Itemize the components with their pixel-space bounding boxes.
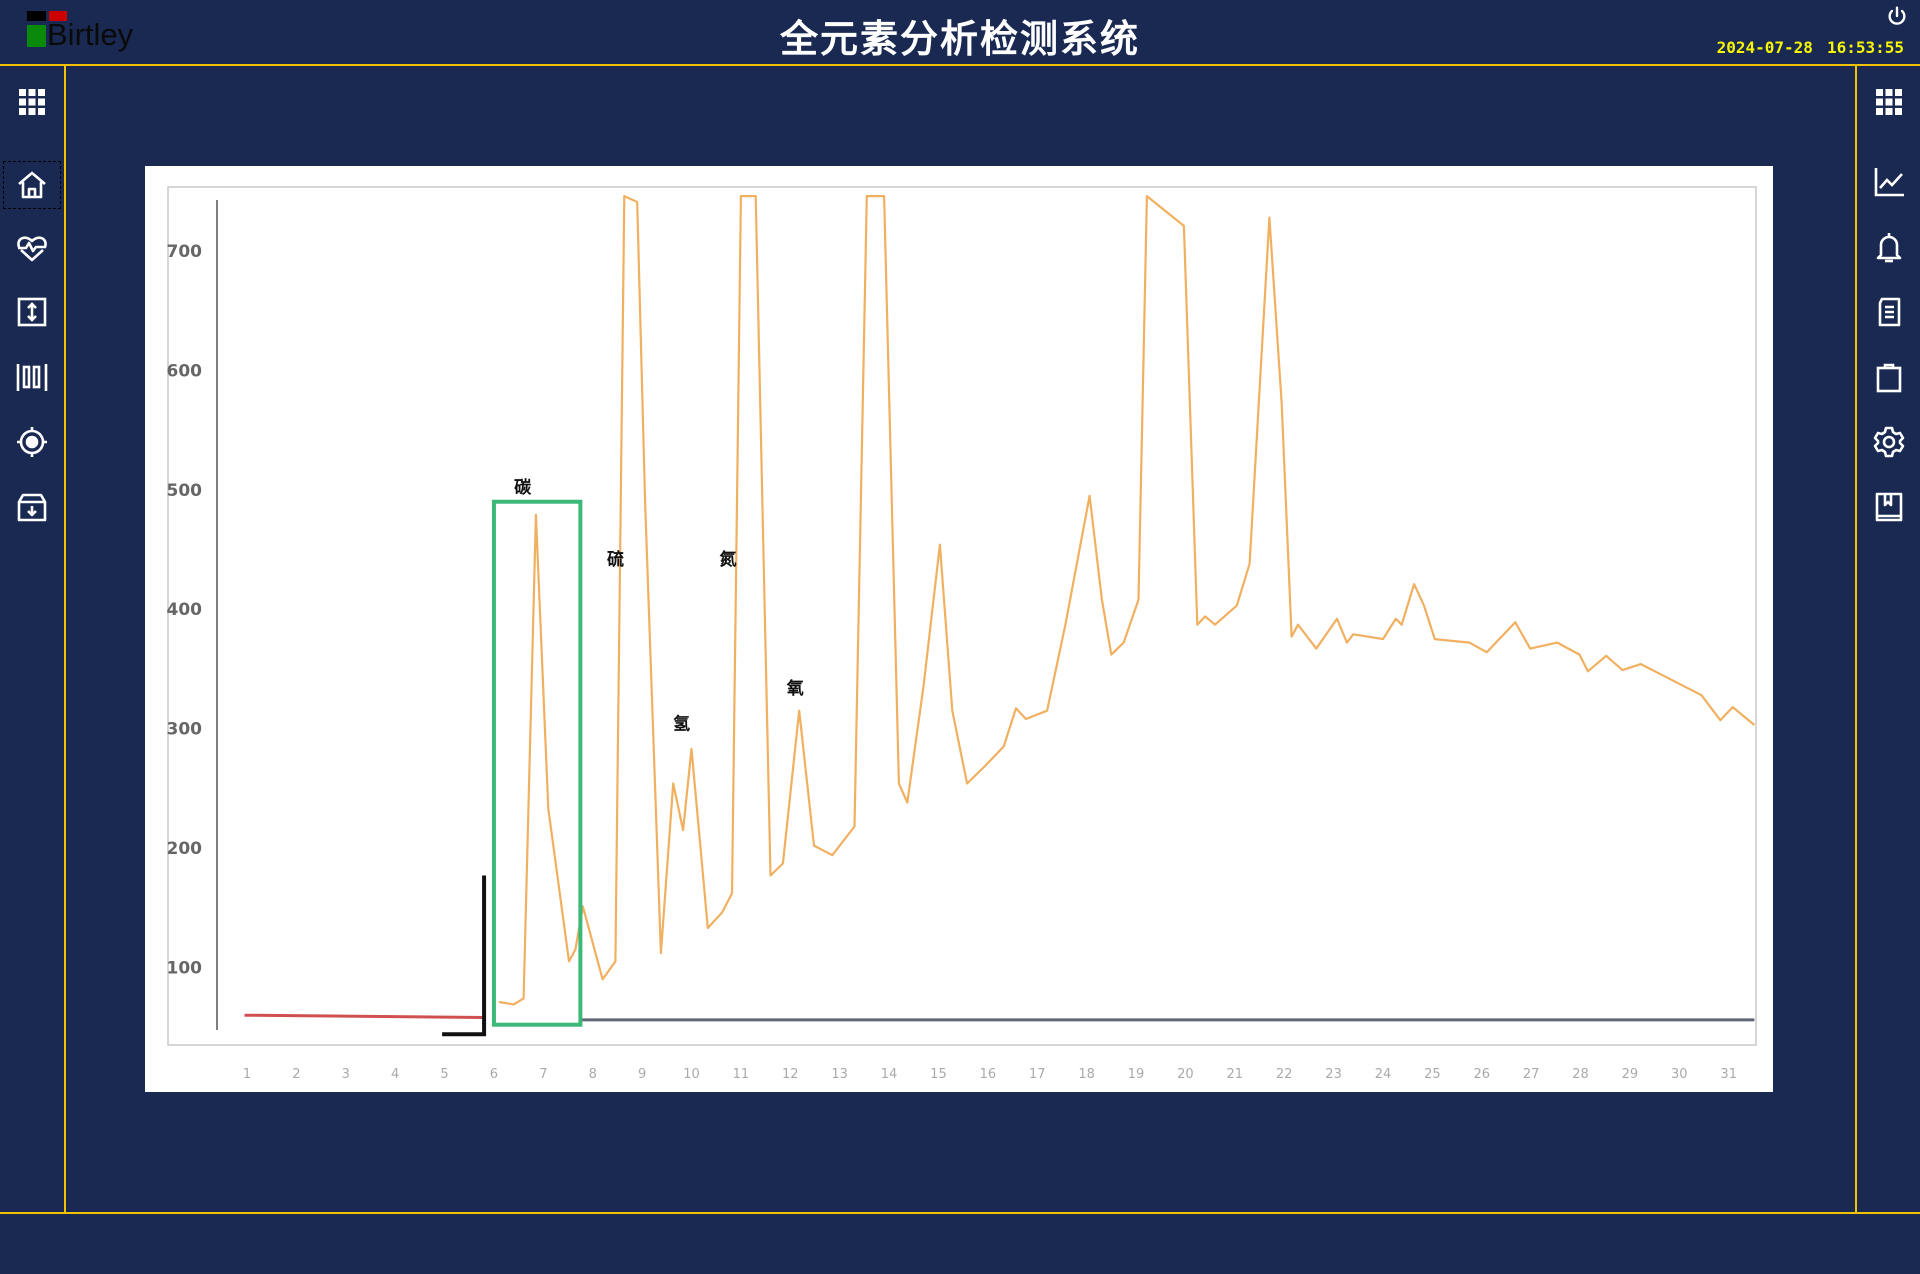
- logo-red-block: [49, 11, 67, 21]
- book-icon: [1875, 492, 1902, 522]
- x-tick-label: 28: [1572, 1067, 1589, 1082]
- logo-green-block: [27, 25, 46, 47]
- series-line-0: [498, 195, 1756, 1006]
- document-icon: [1878, 297, 1900, 327]
- x-tick-label: 18: [1078, 1067, 1095, 1082]
- left-nav-adjust[interactable]: [12, 292, 52, 332]
- barcode-icon: [16, 364, 48, 391]
- grid-icon: [19, 89, 45, 115]
- peak-label: 碳: [514, 477, 532, 498]
- x-tick-label: 29: [1622, 1067, 1639, 1082]
- x-tick-label: 31: [1720, 1067, 1737, 1082]
- y-tick-label: 600: [167, 361, 203, 381]
- left-nav-barcode[interactable]: [12, 357, 52, 397]
- x-tick-label: 1: [243, 1067, 251, 1082]
- x-tick-label: 20: [1177, 1067, 1194, 1082]
- home-icon: [18, 171, 46, 199]
- logo-black-block: [27, 11, 46, 21]
- right-nav-clipboard[interactable]: [1869, 357, 1909, 397]
- cursor-bracket-marker: [442, 875, 487, 1037]
- peak-label: 氢: [673, 714, 690, 735]
- heart-pulse-icon: [17, 236, 47, 262]
- y-tick-label: 200: [167, 839, 203, 859]
- line-chart-icon: [1874, 168, 1904, 197]
- x-tick-label: 13: [831, 1067, 848, 1082]
- chromatogram-panel: 100 200 300 400 500 600 700 1 2 3 4 5 6 7 8 9 10 11 12 13 14…: [145, 166, 1773, 1092]
- left-nav-health[interactable]: [12, 227, 52, 267]
- plot-frame: [167, 186, 1757, 1046]
- peak-label: 氮: [720, 549, 737, 570]
- peak-label: 氧: [786, 678, 804, 699]
- x-tick-label: 24: [1375, 1067, 1392, 1082]
- right-nav-manual[interactable]: [1869, 487, 1909, 527]
- logo-text: Birtley: [47, 17, 134, 52]
- y-tick-label: 100: [167, 958, 203, 978]
- right-nav-chart[interactable]: [1869, 162, 1909, 202]
- y-tick-label: 400: [167, 600, 203, 620]
- x-tick-label: 30: [1671, 1067, 1688, 1082]
- x-tick-label: 25: [1424, 1067, 1441, 1082]
- y-tick-label: 700: [167, 242, 203, 262]
- x-tick-label: 15: [930, 1067, 947, 1082]
- x-tick-label: 26: [1473, 1067, 1490, 1082]
- right-nav-document[interactable]: [1869, 292, 1909, 332]
- header-bar: Birtley 全元素分析检测系统 2024-07-28 16:53:55: [0, 0, 1920, 66]
- x-tick-label: 5: [440, 1067, 448, 1082]
- x-tick-label: 19: [1128, 1067, 1145, 1082]
- peak-label: 硫: [607, 549, 624, 570]
- left-nav-grid[interactable]: [12, 82, 52, 122]
- series-line-1: [244, 1013, 485, 1019]
- grid-icon: [1875, 89, 1902, 115]
- right-nav-grid[interactable]: [1869, 82, 1909, 122]
- x-tick-label: 12: [782, 1067, 799, 1082]
- left-sidebar: [0, 66, 66, 1212]
- x-tick-label: 22: [1276, 1067, 1293, 1082]
- power-icon[interactable]: [1886, 5, 1908, 27]
- x-tick-label: 11: [733, 1067, 750, 1082]
- x-tick-label: 8: [589, 1067, 597, 1082]
- page-title: 全元素分析检测系统: [779, 17, 1140, 61]
- x-tick-label: 7: [539, 1067, 547, 1082]
- x-tick-label: 6: [490, 1067, 498, 1082]
- x-tick-label: 27: [1523, 1067, 1540, 1082]
- x-tick-label: 14: [881, 1067, 898, 1082]
- time-text: 16:53:55: [1826, 38, 1904, 57]
- y-tick-label: 500: [167, 481, 203, 501]
- footer-bar: [0, 1212, 1920, 1274]
- x-tick-label: 23: [1325, 1067, 1342, 1082]
- x-tick-label: 17: [1029, 1067, 1046, 1082]
- archive-download-icon: [17, 493, 47, 522]
- x-tick-label: 9: [638, 1067, 646, 1082]
- birtley-logo: Birtley: [27, 11, 152, 53]
- date-text: 2024-07-28: [1716, 38, 1813, 57]
- x-tick-label: 2: [292, 1067, 300, 1082]
- x-tick-label: 10: [683, 1067, 700, 1082]
- x-tick-label: 16: [980, 1067, 997, 1082]
- right-nav-alarm[interactable]: [1869, 227, 1909, 267]
- bell-icon: [1876, 233, 1901, 263]
- datetime-display: 2024-07-28 16:53:55: [1717, 38, 1904, 57]
- right-sidebar: [1855, 66, 1920, 1212]
- x-tick-label: 3: [342, 1067, 350, 1082]
- right-nav-settings[interactable]: [1869, 422, 1909, 462]
- x-tick-label: 4: [391, 1067, 399, 1082]
- vertical-resize-icon: [17, 297, 47, 327]
- clipboard-icon: [1876, 363, 1901, 393]
- gear-icon: [1873, 426, 1904, 458]
- left-nav-archive[interactable]: [12, 487, 52, 527]
- target-icon: [17, 427, 47, 457]
- carbon-highlight-box: [491, 499, 583, 1027]
- left-nav-home[interactable]: [3, 161, 61, 209]
- left-nav-target[interactable]: [12, 422, 52, 462]
- x-tick-label: 21: [1227, 1067, 1244, 1082]
- y-tick-label: 300: [167, 720, 203, 740]
